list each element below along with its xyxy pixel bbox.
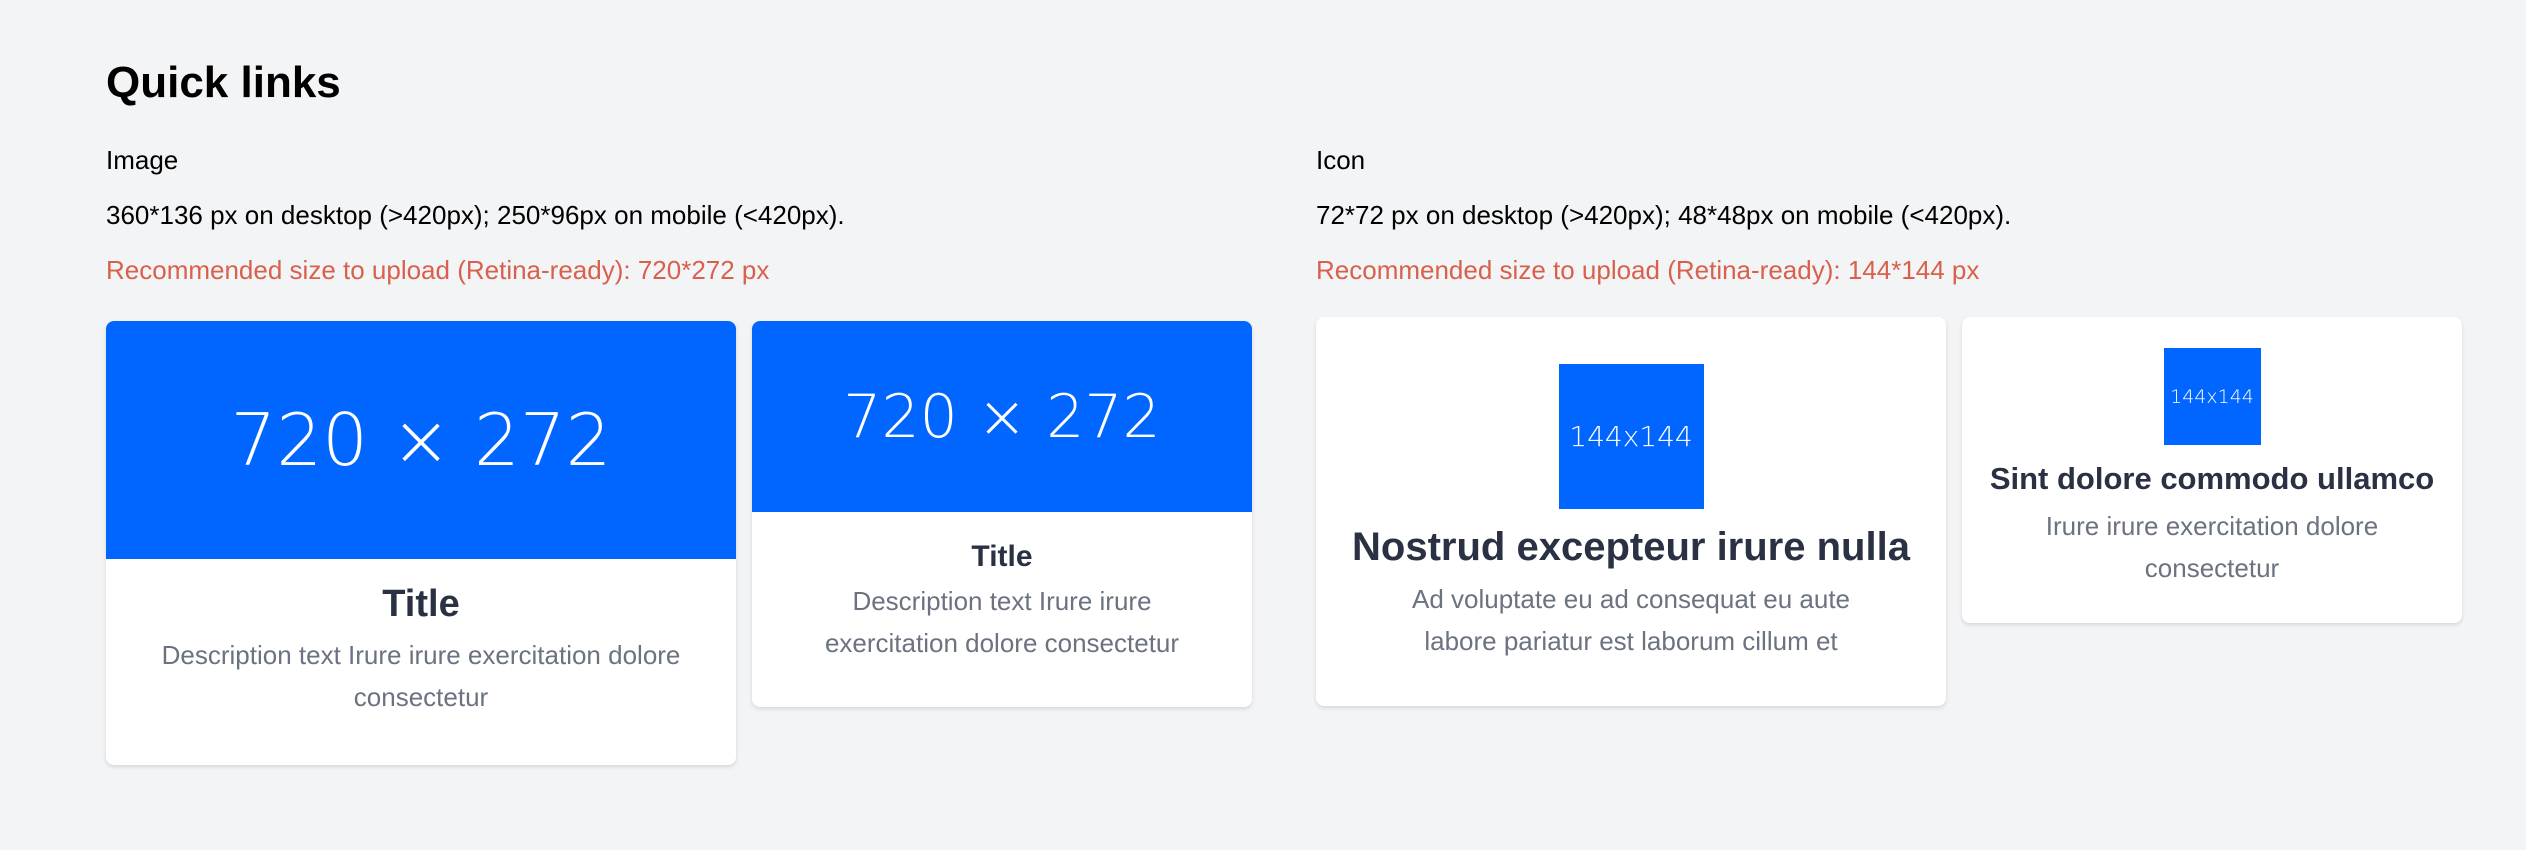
- quick-link-icon-card-large[interactable]: 144x144 Nostrud excepteur irure nulla Ad…: [1316, 317, 1946, 706]
- quick-link-image-card-small[interactable]: 720 × 272 Title Description text Irure i…: [752, 321, 1252, 707]
- image-placeholder: 720 × 272: [752, 321, 1252, 512]
- card-title: Nostrud excepteur irure nulla: [1352, 525, 1910, 569]
- image-size-spec: 360*136 px on desktop (>420px); 250*96px…: [106, 200, 845, 230]
- icon-recommendation: Recommended size to upload (Retina-ready…: [1316, 255, 1980, 285]
- card-title: Title: [971, 540, 1033, 573]
- icon-section-label: Icon: [1316, 145, 1366, 175]
- card-description: Irure irure exercitation dolore consecte…: [2045, 511, 2379, 583]
- card-description: Description text Irure irure exercitatio…: [161, 640, 681, 712]
- card-title: Sint dolore commodo ullamco: [1989, 461, 2435, 496]
- quick-link-image-card-large[interactable]: 720 × 272 Title Description text Irure i…: [106, 321, 736, 765]
- card-description: Description text Irure irure exercitatio…: [824, 586, 1180, 658]
- card-title: Title: [382, 583, 460, 625]
- icon-placeholder: 144x144: [1558, 364, 1704, 509]
- image-placeholder: 720 × 272: [106, 321, 736, 559]
- page-title: Quick links: [106, 58, 341, 107]
- card-description: Ad voluptate eu ad consequat eu aute lab…: [1411, 584, 1850, 656]
- icon-placeholder: 144x144: [2163, 348, 2261, 445]
- quick-link-icon-card-small[interactable]: 144x144 Sint dolore commodo ullamco Irur…: [1962, 317, 2462, 623]
- image-section-label: Image: [106, 145, 179, 175]
- icon-size-spec: 72*72 px on desktop (>420px); 48*48px on…: [1316, 200, 2012, 230]
- image-recommendation: Recommended size to upload (Retina-ready…: [106, 255, 770, 285]
